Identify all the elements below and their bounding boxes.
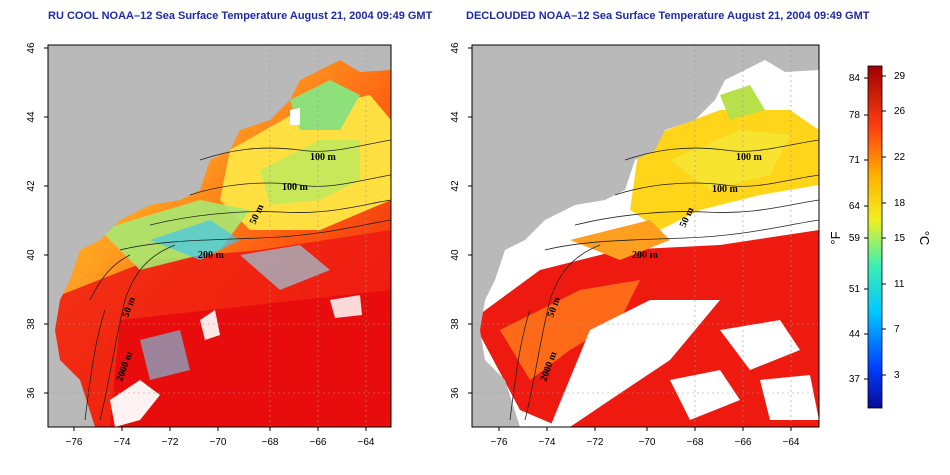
celsius-tick: 7 [894,324,900,335]
colorbar: 84 78 71 64 59 51 44 37 29 26 22 18 15 1… [828,65,932,409]
lat-tick: 46 [450,42,461,54]
celsius-tick: 29 [894,71,906,82]
fahrenheit-tick: 37 [849,374,861,385]
fahrenheit-tick: 71 [849,155,861,166]
lon-tick: −76 [66,437,83,448]
fahrenheit-tick: 51 [849,284,861,295]
lat-tick: 40 [450,249,461,261]
lat-tick: 44 [450,111,461,123]
coastline-land [472,45,819,427]
colorbar-gradient [867,65,883,409]
celsius-tick: 26 [894,106,906,117]
celsius-tick: 15 [894,233,906,244]
lat-tick: 44 [26,111,37,123]
lon-tick: −64 [358,437,375,448]
contour-label-200m: 200 m [198,250,225,261]
lon-tick: −68 [262,437,279,448]
lon-tick: −72 [587,437,604,448]
lon-tick: −70 [210,437,227,448]
celsius-tick: 11 [894,279,905,290]
lat-tick: 36 [26,387,37,399]
fahrenheit-tick: 84 [849,73,861,84]
left-map-title: RU COOL NOAA–12 Sea Surface Temperature … [48,10,433,22]
left-map: 100 m 100 m 50 m 200 m 50 m 2000 m −76 −… [26,42,392,448]
lat-tick: 46 [26,42,37,54]
coastline-land [48,45,391,427]
fahrenheit-tick: 44 [849,329,861,340]
fahrenheit-tick: 78 [849,110,861,121]
contour-label-200m: 200 m [632,250,659,261]
lat-tick: 38 [26,318,37,330]
lat-tick: 40 [26,249,37,261]
lon-tick: −74 [114,437,131,448]
right-map: 100 m 100 m 50 m 200 m 50 m 2000 m −76 −… [450,42,820,448]
celsius-axis-label: °C [917,231,932,246]
lon-tick: −64 [783,437,800,448]
celsius-tick: 3 [894,370,900,381]
lon-tick: −66 [735,437,752,448]
lat-tick: 42 [26,180,37,192]
celsius-tick: 18 [894,198,906,209]
contour-label-100m-a: 100 m [310,152,337,163]
right-map-title: DECLOUDED NOAA–12 Sea Surface Temperatur… [466,10,870,22]
lon-tick: −72 [162,437,179,448]
lat-tick: 42 [450,180,461,192]
lon-tick: −70 [639,437,656,448]
lon-tick: −66 [310,437,327,448]
contour-label-100m-a: 100 m [736,152,763,163]
lat-tick: 38 [450,318,461,330]
contour-label-100m-b: 100 m [712,184,739,195]
fahrenheit-axis-label: °F [828,231,843,244]
fahrenheit-tick: 59 [849,233,861,244]
lat-tick: 36 [450,387,461,399]
lon-tick: −74 [539,437,556,448]
lon-tick: −68 [687,437,704,448]
lon-tick: −76 [491,437,508,448]
celsius-tick: 22 [894,152,906,163]
fahrenheit-tick: 64 [849,201,861,212]
contour-label-100m-b: 100 m [282,182,309,193]
